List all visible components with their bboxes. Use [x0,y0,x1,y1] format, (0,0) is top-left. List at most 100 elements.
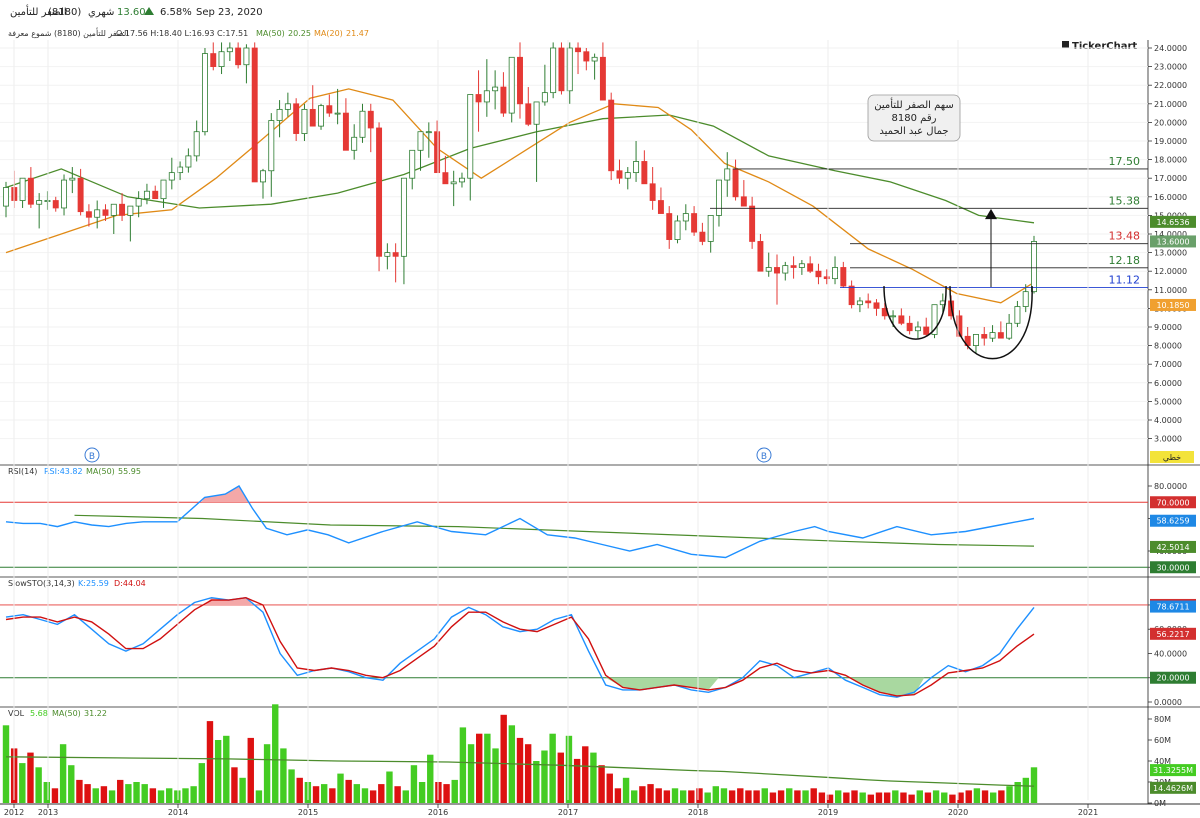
candle[interactable] [201,48,208,136]
candle[interactable] [44,191,51,210]
candle[interactable] [657,187,664,214]
candle[interactable] [342,98,349,151]
candle[interactable] [260,168,266,199]
candle[interactable] [666,206,673,249]
candle[interactable] [715,179,722,227]
candle[interactable] [301,103,308,141]
candle[interactable] [1031,235,1037,294]
candle[interactable] [649,167,656,210]
candle[interactable] [749,196,756,249]
candle[interactable] [832,256,839,285]
candle[interactable] [417,131,424,171]
rsi-panel[interactable]: RSI(14)RSI:43.82MA(50)55.9580.000060.000… [0,465,1200,578]
candle[interactable] [193,120,200,162]
candle[interactable] [3,181,9,218]
candle[interactable] [674,215,681,244]
candle[interactable] [77,168,84,216]
candle[interactable] [475,70,482,132]
candle[interactable] [997,321,1004,339]
candle[interactable] [898,308,905,326]
candle[interactable] [309,85,316,127]
candle[interactable] [972,334,979,354]
candle[interactable] [127,205,134,242]
candle[interactable] [318,103,325,130]
candle[interactable] [376,122,383,272]
candle[interactable] [865,293,872,309]
candle[interactable] [500,72,507,117]
candle[interactable] [367,103,374,153]
candle[interactable] [359,103,366,143]
candle[interactable] [790,256,797,279]
candle[interactable] [508,56,515,123]
candle[interactable] [36,193,43,229]
candle[interactable] [989,325,996,342]
candle[interactable] [392,243,399,283]
candle[interactable] [119,193,126,221]
candle[interactable] [235,42,242,69]
candle[interactable] [135,191,142,218]
candle[interactable] [641,150,648,185]
candle[interactable] [575,42,582,75]
candle[interactable] [1006,313,1013,341]
candle[interactable] [52,196,59,212]
candle[interactable] [757,234,764,272]
candle[interactable] [334,88,341,125]
candle[interactable] [94,200,101,229]
candle[interactable] [483,59,490,117]
candle[interactable] [102,204,109,221]
candle[interactable] [85,204,92,227]
candle[interactable] [492,70,499,110]
candle[interactable] [276,100,283,138]
candle[interactable] [840,261,847,288]
candle[interactable] [815,263,822,285]
candle[interactable] [541,64,548,106]
candle[interactable] [19,177,26,208]
candle[interactable] [848,280,855,309]
candle[interactable] [1014,300,1021,327]
candle[interactable] [442,155,449,185]
candle[interactable] [782,261,789,281]
candle[interactable] [599,42,606,101]
candle[interactable] [856,297,863,313]
candle[interactable] [765,252,772,277]
candle[interactable] [691,206,698,236]
candle[interactable] [284,92,291,117]
volume-panel[interactable]: VOL5.68MA(50)31.2280M60M40M20M0M31.3255M… [0,704,1200,808]
candle[interactable] [624,167,631,190]
candle[interactable] [458,172,465,188]
candle[interactable] [226,42,233,62]
candle[interactable] [906,315,913,335]
candle[interactable] [525,87,532,127]
b-marker-2[interactable]: B [756,447,772,463]
candle[interactable] [168,157,175,190]
candle[interactable] [384,243,391,270]
candle[interactable] [616,159,623,184]
candle[interactable] [218,42,225,75]
candle[interactable] [533,101,540,182]
candle[interactable] [293,98,300,141]
candle[interactable] [61,174,68,216]
b-marker-1[interactable]: B [84,447,100,463]
candle[interactable] [633,141,640,182]
candle[interactable] [566,42,573,104]
candle[interactable] [1022,284,1029,313]
candle[interactable] [707,214,714,253]
candle[interactable] [400,177,407,285]
candle[interactable] [450,170,457,207]
candle[interactable] [160,179,167,208]
candle[interactable] [69,167,76,194]
candle[interactable] [798,260,805,275]
candle[interactable] [823,269,830,285]
candle[interactable] [931,304,938,339]
candle[interactable] [210,42,217,71]
candle[interactable] [807,256,814,274]
candle[interactable] [550,42,557,99]
candle[interactable] [774,254,780,305]
candle[interactable] [27,167,34,208]
candle[interactable] [143,183,150,205]
candle[interactable] [583,48,590,71]
candle[interactable] [434,120,441,174]
candle[interactable] [981,327,988,346]
candle[interactable] [724,152,731,197]
